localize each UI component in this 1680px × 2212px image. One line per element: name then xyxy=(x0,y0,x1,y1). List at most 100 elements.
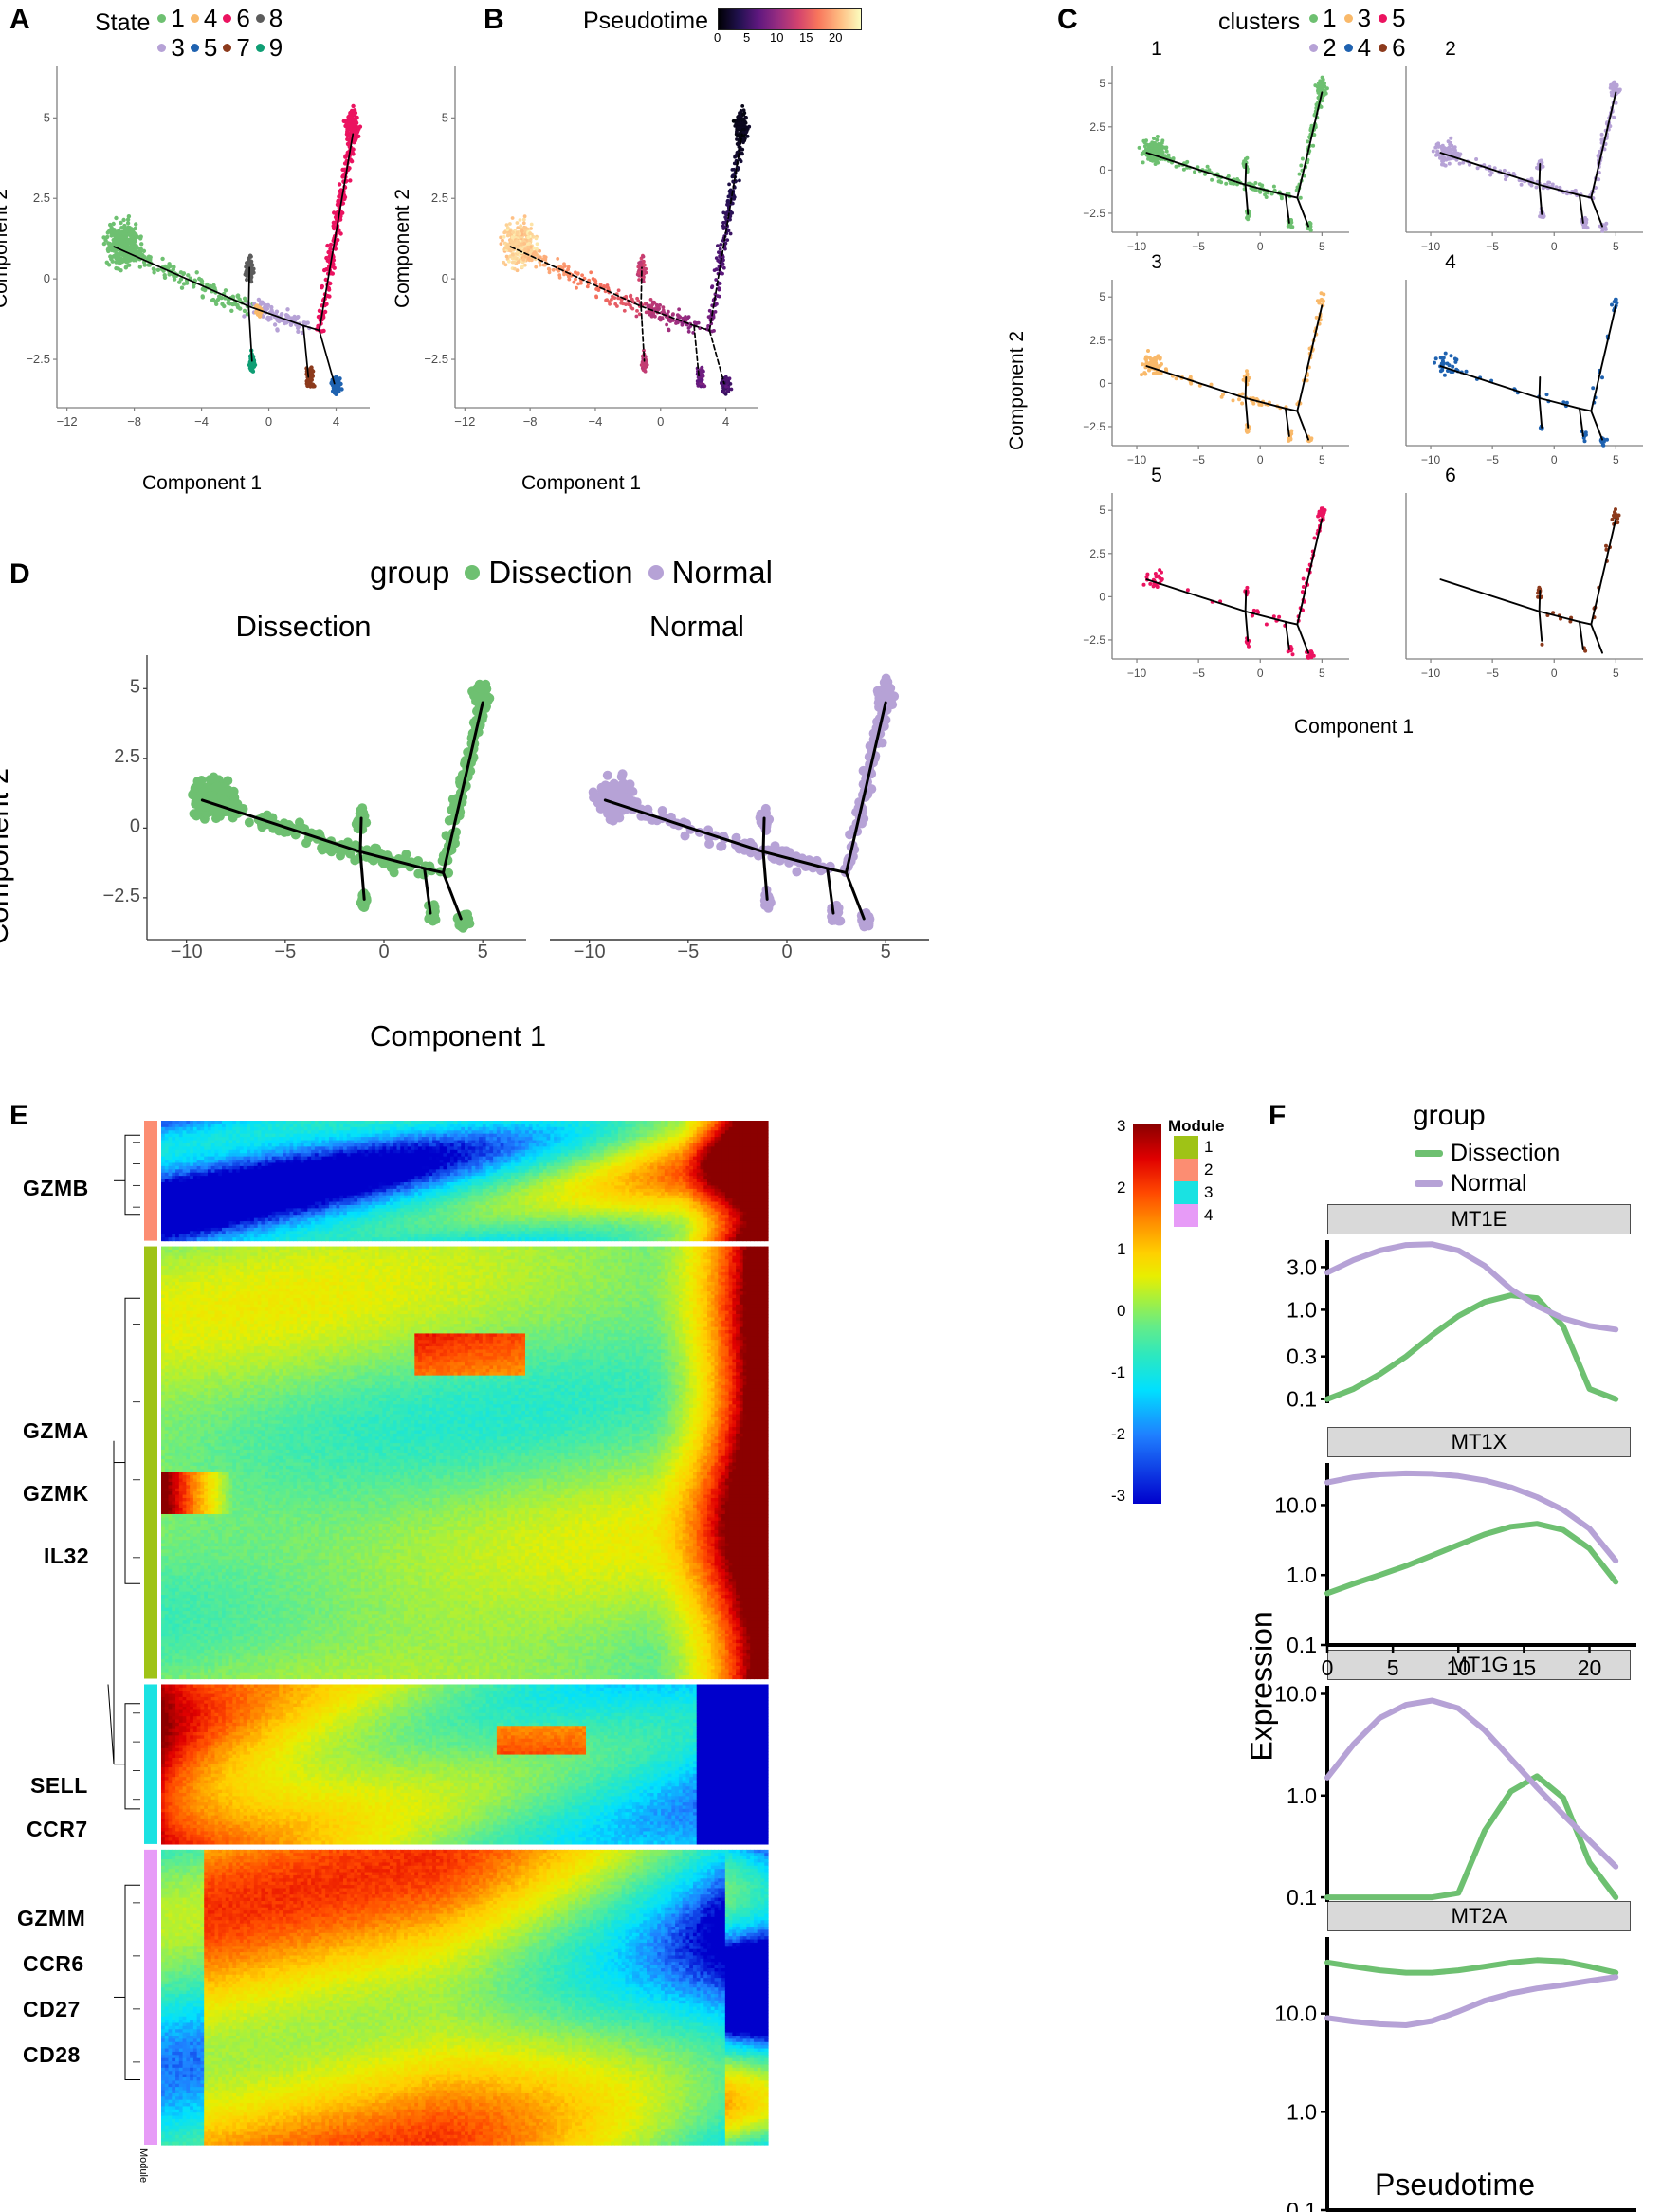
cbar-tick-neg3: -3 xyxy=(1111,1487,1125,1506)
panel-c-facet-title-1: 1 xyxy=(1128,38,1185,61)
panel-a-plot[interactable]: −2.5 0 2.5 5 −12 −8 −4 0 4 xyxy=(0,57,398,465)
legend-item-cluster-6[interactable]: 6 xyxy=(1379,33,1406,63)
module-legend-item-1[interactable]: 1 xyxy=(1174,1136,1213,1159)
svg-text:−5: −5 xyxy=(1192,453,1205,466)
svg-text:0: 0 xyxy=(781,941,792,962)
panel-c-facet-title-5: 5 xyxy=(1128,465,1185,487)
svg-text:0: 0 xyxy=(378,941,389,962)
legend-item-cluster-5[interactable]: 5 xyxy=(1379,4,1406,33)
module-swatch-icon xyxy=(1174,1159,1198,1181)
legend-swatch-icon xyxy=(1343,44,1353,52)
legend-swatch-icon xyxy=(1343,14,1353,23)
svg-text:0: 0 xyxy=(44,271,50,285)
svg-text:−4: −4 xyxy=(194,414,209,429)
legend-swatch-icon xyxy=(190,14,199,23)
legend-item-cluster-4[interactable]: 4 xyxy=(1343,33,1371,63)
module-swatch-icon xyxy=(1174,1136,1198,1159)
panel-c-facet-title-2: 2 xyxy=(1422,38,1479,61)
legend-item-cluster-1[interactable]: 1 xyxy=(1309,4,1337,33)
cbar-tick: 15 xyxy=(799,30,813,45)
svg-text:5: 5 xyxy=(1613,453,1619,466)
legend-swatch-icon xyxy=(223,14,232,23)
legend-label: 1 xyxy=(1323,4,1336,33)
legend-item-normal[interactable]: Normal xyxy=(1415,1170,1527,1197)
legend-swatch-icon xyxy=(1379,44,1388,52)
panel-e-label: E xyxy=(9,1102,28,1130)
panel-c-legend-title: clusters xyxy=(1218,4,1300,36)
svg-text:2.5: 2.5 xyxy=(1089,334,1105,347)
cbar-tick-neg2: -2 xyxy=(1111,1425,1125,1444)
panel-e-module-strip[interactable] xyxy=(142,1121,159,2145)
svg-text:5: 5 xyxy=(1099,503,1105,517)
panel-c-plot[interactable]: −2.502.55−10 −5 0 5 −10 −5 0 5−2.502.55−10 −5 0 5−… xyxy=(1000,55,1680,719)
module-legend-item-2[interactable]: 2 xyxy=(1174,1159,1213,1181)
module-legend: 1 2 3 4 xyxy=(1174,1136,1213,1227)
legend-item-cluster-3[interactable]: 3 xyxy=(1343,4,1371,33)
panel-e-module-axis-label: Module xyxy=(137,2148,149,2183)
svg-text:−2.5: −2.5 xyxy=(1083,420,1105,433)
legend-item-cluster-2[interactable]: 2 xyxy=(1309,33,1337,63)
svg-text:−5: −5 xyxy=(274,941,296,962)
cbar-tick: 0 xyxy=(714,30,721,45)
module-legend-label: 3 xyxy=(1204,1183,1213,1202)
legend-line-icon xyxy=(1415,1180,1443,1187)
legend-label: Dissection xyxy=(488,555,632,591)
pseudotime-colorbar[interactable]: 0 5 10 15 20 xyxy=(714,8,863,46)
legend-swatch-icon xyxy=(1309,44,1319,52)
svg-text:−5: −5 xyxy=(677,941,699,962)
svg-text:−2.5: −2.5 xyxy=(103,886,140,906)
legend-swatch-icon xyxy=(190,44,199,52)
panel-c-facet-title-4: 4 xyxy=(1422,251,1479,274)
legend-item-state-6[interactable]: 6 xyxy=(223,4,250,33)
module-legend-item-4[interactable]: 4 xyxy=(1174,1204,1213,1227)
svg-text:5: 5 xyxy=(44,110,50,124)
panel-e-colorbar[interactable] xyxy=(1133,1124,1161,1504)
svg-text:−5: −5 xyxy=(1192,667,1205,680)
legend-swatch-icon xyxy=(648,565,664,580)
svg-text:5: 5 xyxy=(1319,453,1325,466)
panel-d-plot[interactable]: −2.5 0 2.5 5 −10 −5 0 5 −10 −5 0 5 xyxy=(38,649,967,1010)
module-legend-label: 4 xyxy=(1204,1206,1213,1225)
legend-item-state-9[interactable]: 9 xyxy=(255,33,283,63)
svg-text:0: 0 xyxy=(1551,667,1558,680)
svg-text:−12: −12 xyxy=(57,414,78,429)
svg-text:5: 5 xyxy=(1319,667,1325,680)
panel-c-label: C xyxy=(1057,6,1078,34)
legend-label: 8 xyxy=(269,4,283,33)
panel-b: B Pseudotime 0 5 10 15 20 Component 2 Co… xyxy=(379,0,986,512)
svg-text:0: 0 xyxy=(130,815,140,836)
svg-text:5: 5 xyxy=(478,941,488,962)
module-legend-label: 1 xyxy=(1204,1138,1213,1157)
panel-e-heatmap[interactable] xyxy=(161,1121,769,2146)
module-legend-label: 2 xyxy=(1204,1161,1213,1179)
cbar-tick: 20 xyxy=(829,30,842,45)
panel-d-facet-title-dissection: Dissection xyxy=(190,610,417,644)
panel-f-plot[interactable]: 0.10.31.03.00.11.010.00 5 10 15 200.11.010.0… xyxy=(1261,1195,1680,2212)
legend-item-state-1[interactable]: 1 xyxy=(157,4,185,33)
panel-c-facet-title-6: 6 xyxy=(1422,465,1479,487)
legend-item-dissection[interactable]: Dissection xyxy=(465,555,633,591)
panel-b-legend-title: Pseudotime xyxy=(583,8,708,35)
cbar-tick-neg1: -1 xyxy=(1111,1363,1125,1382)
svg-text:5: 5 xyxy=(1099,290,1105,303)
legend-item-state-4[interactable]: 4 xyxy=(190,4,217,33)
panel-a: A State 1 4 6 8 3 5 7 9 Component 2 Comp… xyxy=(0,0,398,512)
legend-label: 9 xyxy=(269,33,283,63)
svg-text:2.5: 2.5 xyxy=(1089,120,1105,134)
panel-c-xlabel: Component 1 xyxy=(1294,716,1414,739)
legend-item-dissection[interactable]: Dissection xyxy=(1415,1140,1560,1167)
panel-b-plot[interactable]: −2.5 0 2.5 5 −12 −8 −4 0 4 xyxy=(398,57,777,465)
facet-strip-mt1e: MT1E xyxy=(1327,1204,1631,1234)
svg-text:−5: −5 xyxy=(1486,667,1499,680)
svg-text:5: 5 xyxy=(1613,240,1619,253)
module-legend-item-3[interactable]: 3 xyxy=(1174,1181,1213,1204)
legend-item-state-3[interactable]: 3 xyxy=(157,33,185,63)
legend-item-normal[interactable]: Normal xyxy=(648,555,773,591)
cbar-tick: 5 xyxy=(743,30,750,45)
legend-item-state-8[interactable]: 8 xyxy=(255,4,283,33)
legend-item-state-5[interactable]: 5 xyxy=(190,33,217,63)
gene-label-ccr7: CCR7 xyxy=(27,1817,88,1842)
cbar-tick-0: 0 xyxy=(1117,1302,1125,1321)
panel-d-label: D xyxy=(9,560,30,589)
legend-item-state-7[interactable]: 7 xyxy=(223,33,250,63)
